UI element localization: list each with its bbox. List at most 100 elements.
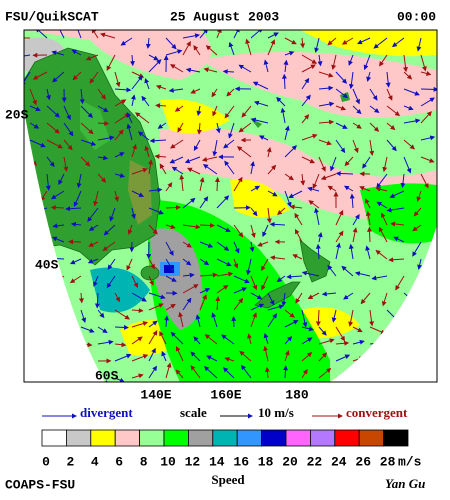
wind-arrow bbox=[352, 227, 358, 243]
wind-arrow bbox=[301, 156, 316, 164]
wind-arrow bbox=[29, 331, 36, 345]
wind-arrow bbox=[52, 71, 65, 83]
wind-arrow bbox=[144, 77, 150, 90]
wind-arrow bbox=[46, 292, 52, 307]
wind-arrow bbox=[352, 105, 362, 115]
wind-arrow bbox=[46, 323, 63, 329]
wind-arrow bbox=[386, 368, 394, 379]
wind-arrow bbox=[97, 309, 105, 319]
wind-arrow bbox=[318, 367, 332, 379]
wind-arrow bbox=[352, 326, 363, 333]
wind-arrow bbox=[148, 330, 158, 345]
colorbar-label: 4 bbox=[91, 454, 99, 469]
wind-arrow bbox=[236, 146, 252, 158]
wind-arrow bbox=[63, 326, 76, 332]
wind-arrow bbox=[127, 224, 133, 235]
colorbar-label: 16 bbox=[233, 454, 249, 469]
wind-arrow bbox=[327, 264, 337, 277]
wind-arrow bbox=[222, 367, 235, 379]
wind-arrow bbox=[420, 54, 427, 72]
wind-arrow bbox=[284, 125, 290, 141]
wind-arrow bbox=[335, 340, 350, 346]
wind-arrow bbox=[148, 187, 163, 193]
wind-arrow bbox=[301, 368, 308, 379]
wind-arrow bbox=[114, 113, 130, 124]
wind-arrow bbox=[51, 236, 65, 243]
wind-arrow bbox=[386, 207, 405, 213]
wind-arrow bbox=[114, 152, 125, 158]
wind-arrow bbox=[369, 326, 386, 335]
wind-arrow bbox=[159, 330, 167, 345]
wind-arrow bbox=[63, 122, 74, 137]
wind-arrow bbox=[36, 275, 48, 289]
wind-arrow bbox=[148, 258, 155, 270]
lat-label: 40S bbox=[35, 257, 59, 272]
wind-arrow bbox=[78, 292, 84, 304]
wind-arrow bbox=[165, 258, 175, 273]
wind-arrow bbox=[403, 118, 421, 124]
wind-arrow bbox=[216, 258, 232, 267]
wind-arrow bbox=[412, 368, 422, 379]
colorbar-label: 22 bbox=[307, 454, 323, 469]
wind-arrow bbox=[222, 69, 235, 75]
wind-arrow bbox=[301, 114, 310, 124]
wind-arrow bbox=[352, 369, 369, 379]
wind-arrow bbox=[148, 207, 165, 215]
wind-arrow bbox=[375, 249, 388, 260]
wind-arrow bbox=[182, 197, 196, 209]
wind-arrow bbox=[216, 224, 231, 232]
wind-arrow bbox=[171, 166, 184, 175]
wind-arrow bbox=[29, 304, 47, 311]
colorbar-swatch bbox=[212, 429, 238, 447]
wind-arrow bbox=[233, 176, 243, 192]
wind-arrow bbox=[24, 71, 31, 87]
wind-arrow bbox=[413, 207, 422, 217]
wind-arrow bbox=[362, 156, 371, 169]
wind-arrow bbox=[307, 186, 320, 192]
wind-arrow bbox=[329, 156, 337, 172]
wind-arrow bbox=[88, 241, 99, 247]
wind-arrow bbox=[199, 258, 210, 266]
wind-arrow bbox=[175, 369, 184, 379]
wind-arrow bbox=[63, 360, 80, 368]
wind-arrow bbox=[317, 231, 323, 243]
wind-arrow bbox=[80, 309, 87, 323]
wind-arrow bbox=[97, 135, 115, 141]
wind-arrow bbox=[211, 312, 218, 328]
wind-arrow bbox=[195, 314, 201, 328]
colorbar-swatch bbox=[114, 429, 140, 447]
wind-arrow bbox=[403, 71, 413, 80]
wind-arrow bbox=[63, 139, 73, 151]
wind-arrow bbox=[46, 88, 51, 101]
wind-arrow bbox=[335, 209, 344, 226]
wind-arrow bbox=[318, 156, 326, 172]
wind-arrow bbox=[182, 40, 191, 56]
wind-arrow bbox=[199, 272, 218, 278]
colorbar-label: 14 bbox=[209, 454, 225, 469]
wind-arrow bbox=[250, 30, 263, 39]
wind-arrow bbox=[233, 297, 244, 311]
wind-arrow bbox=[46, 105, 60, 118]
wind-arrow bbox=[386, 323, 401, 329]
wind-arrow bbox=[359, 186, 371, 192]
wind-arrow bbox=[397, 327, 405, 345]
wind-arrow bbox=[341, 37, 354, 45]
wind-arrow bbox=[369, 309, 375, 327]
wind-arrow bbox=[69, 275, 82, 284]
wind-arrow bbox=[50, 205, 65, 211]
wind-arrow bbox=[32, 236, 48, 243]
wind-arrow bbox=[97, 88, 106, 100]
wind-arrow bbox=[335, 326, 345, 342]
wind-arrow bbox=[403, 88, 420, 96]
colorbar-label: 2 bbox=[66, 454, 74, 469]
wind-arrow bbox=[343, 185, 354, 192]
wind-arrow bbox=[114, 129, 124, 141]
wind-arrow bbox=[165, 362, 172, 379]
wind-arrow bbox=[385, 350, 391, 362]
wind-arrow bbox=[182, 241, 192, 248]
wind-arrow bbox=[29, 365, 41, 379]
wind-arrow bbox=[165, 204, 181, 210]
wind-arrow bbox=[413, 316, 422, 328]
wind-arrow bbox=[241, 105, 252, 118]
